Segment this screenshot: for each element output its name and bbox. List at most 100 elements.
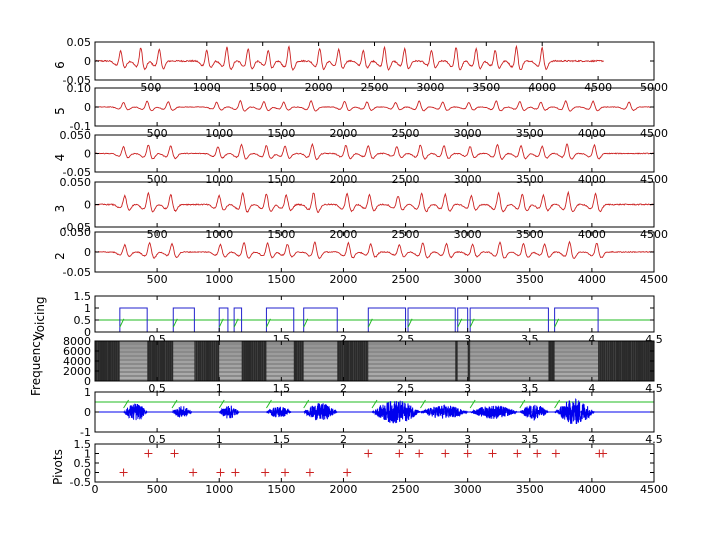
spectrogram-column	[217, 341, 218, 381]
spectrogram-column	[115, 341, 116, 381]
speech-burst	[420, 404, 468, 419]
plot-area	[95, 44, 604, 71]
spectrogram-column	[631, 341, 632, 381]
x-tick-label: 1.5	[273, 433, 291, 446]
speech-burst	[123, 403, 148, 421]
spectrogram-voiced-region	[119, 341, 148, 381]
spectrogram-column	[201, 341, 202, 381]
spectrogram-voiced-region	[554, 341, 599, 381]
spectrogram-column	[347, 341, 348, 381]
x-tick-label: 4	[588, 333, 595, 346]
spectrogram-column	[165, 341, 166, 381]
x-tick-label: 2	[340, 433, 347, 446]
spectrogram-column	[111, 341, 112, 381]
x-tick-label: 2000	[329, 173, 357, 186]
x-tick-label: 2000	[329, 273, 357, 286]
spectrogram-column	[261, 341, 262, 381]
spectrogram-column	[629, 341, 630, 381]
axes-frame	[94, 134, 655, 173]
spectrogram-column	[553, 341, 554, 381]
spectrogram-column	[155, 341, 156, 381]
spectrogram-column	[105, 341, 106, 381]
spectrogram-column	[195, 341, 196, 381]
spectrogram-column	[609, 341, 610, 381]
y-tick-label: 8000	[63, 335, 91, 348]
y-axis-label: Pivots	[51, 449, 65, 485]
x-tick-label: 1000	[205, 127, 233, 140]
spectrogram-column	[259, 341, 260, 381]
spectrogram-column	[245, 341, 246, 381]
x-tick-label: 3000	[454, 173, 482, 186]
axes-frame	[94, 295, 655, 333]
y-tick-label: 0.05	[67, 36, 92, 49]
pivot-marker	[119, 468, 128, 477]
burst-onset	[371, 399, 378, 409]
speech-burst	[554, 398, 595, 425]
pivot-marker	[231, 468, 240, 477]
spectrogram-column	[599, 341, 600, 381]
voicing-transition	[469, 318, 475, 328]
spectrogram-column	[623, 341, 624, 381]
panel-3: 500 1000 1500 2000 2500 3000 3500 4000 4500-0.05…	[53, 129, 668, 186]
x-tick-label: 500	[147, 173, 168, 186]
panel-2: 500 1000 1500 2000 2500 3000 3500 4000 4500-0.10…	[53, 82, 668, 140]
voicing-transition	[119, 318, 125, 328]
spectrogram-column	[611, 341, 612, 381]
spectrogram-column	[117, 341, 118, 381]
spectrogram-column	[645, 341, 646, 381]
axes-frame	[94, 231, 655, 273]
spectrogram-column	[617, 341, 618, 381]
spectrogram-column	[643, 341, 644, 381]
voicing-transition	[265, 318, 271, 328]
voicing-transition	[303, 318, 309, 328]
y-axis-label: 2	[53, 252, 67, 260]
y-tick-label: -0.05	[63, 74, 91, 87]
spectrogram-column	[621, 341, 622, 381]
voicing-transition	[554, 318, 560, 328]
spectrogram-column	[635, 341, 636, 381]
y-tick-label: 0	[84, 148, 91, 161]
spectrogram-column	[299, 341, 300, 381]
spectrogram-column	[637, 341, 638, 381]
pivot-marker	[488, 449, 497, 458]
burst-onset	[266, 399, 272, 409]
x-tick-label: 1500	[267, 273, 295, 286]
x-tick-label: 4000	[578, 127, 606, 140]
spectrogram-column	[303, 341, 304, 381]
speech-burst	[519, 404, 549, 421]
pivot-marker	[364, 449, 373, 458]
y-axis-label: Voicing	[33, 296, 47, 339]
spectrogram-column	[203, 341, 204, 381]
x-tick-label: 4000	[578, 173, 606, 186]
spectrogram-column	[551, 341, 552, 381]
spectrogram-column	[297, 341, 298, 381]
burst-onset	[123, 399, 129, 409]
x-tick-label: 3.5	[521, 433, 539, 446]
spectrogram-column	[99, 341, 100, 381]
pivot-marker	[305, 468, 314, 477]
x-tick-label: 500	[147, 483, 168, 496]
spectrogram-column	[207, 341, 208, 381]
y-tick-label: 0	[84, 326, 91, 339]
spectrogram-column	[157, 341, 158, 381]
spectrogram-column	[349, 341, 350, 381]
x-tick-label: 2500	[392, 173, 420, 186]
spectrogram-column	[159, 341, 160, 381]
burst-onset	[218, 399, 225, 409]
spectrogram-column	[167, 341, 168, 381]
x-tick-label: 2.5	[397, 433, 415, 446]
pivot-marker	[395, 449, 404, 458]
x-tick-label: 4	[588, 433, 595, 446]
pivot-marker	[189, 468, 198, 477]
pivot-marker	[441, 449, 450, 458]
pivot-marker	[261, 468, 270, 477]
voicing-transition	[233, 318, 239, 328]
spectrogram-column	[109, 341, 110, 381]
plot-area	[95, 240, 654, 260]
spectrogram-column	[603, 341, 604, 381]
y-axis-label: 4	[53, 154, 67, 162]
y-axis-label: 6	[53, 61, 67, 69]
x-tick-label: 2	[340, 382, 347, 395]
y-tick-label: -0.1	[70, 120, 91, 133]
x-tick-label: 2500	[392, 127, 420, 140]
